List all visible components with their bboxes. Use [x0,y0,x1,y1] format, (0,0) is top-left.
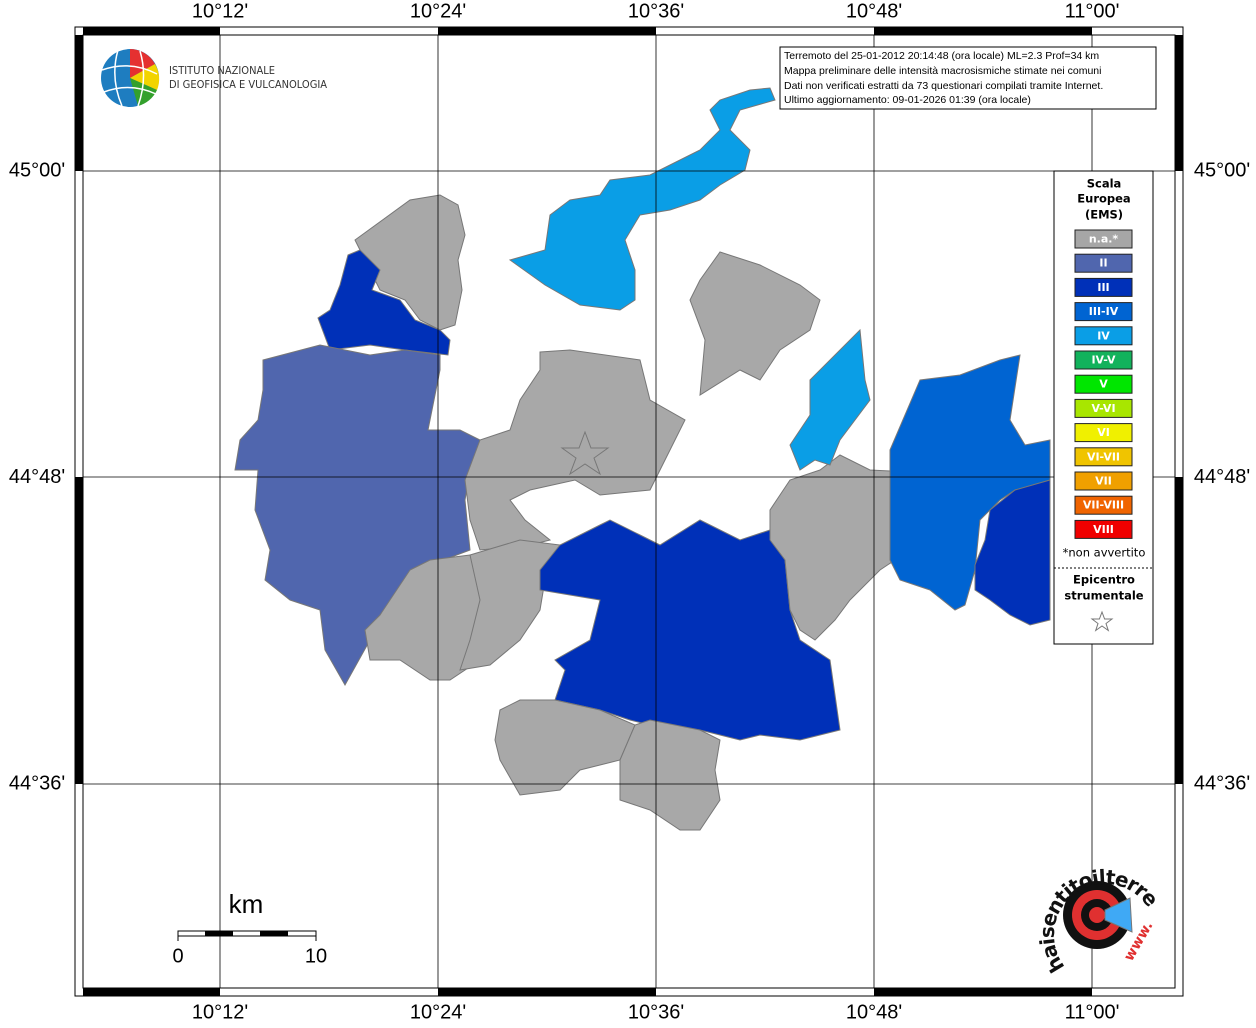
logo-ring [1089,907,1105,923]
info-frame [779,46,1157,110]
info-box: Terremoto del 25-01-2012 20:14:48 (ora l… [779,46,1157,110]
legend-title: Scala [1087,177,1122,191]
info-line: Mappa preliminare delle intensità macros… [784,65,1101,77]
logo-segment [130,64,160,90]
latitude-label: 44°48' [1194,466,1250,488]
logo-lines [101,49,158,107]
graticule [83,35,1175,988]
info-line: Terremoto del 25-01-2012 20:14:48 (ora l… [784,50,1099,62]
legend-swatch [1074,374,1133,394]
legend-epicenter: strumentale [1064,589,1143,603]
logo-segment [130,78,157,106]
legend-title: (EMS) [1085,208,1123,222]
legend-title: Europea [1077,192,1130,206]
longitude-label: 10°24' [410,0,466,22]
frame-bar [874,988,1092,996]
frame-bar [438,27,656,35]
municipalities [234,87,1051,831]
coordinate-labels: 10°12' 10°12' 10°24' 10°24' 10°36' 10°36' 10°4… [9,0,1250,1023]
frame-bar [1175,35,1183,171]
logo-speaker [1104,897,1133,933]
legend-label: V [1099,378,1108,391]
scale-frame [177,930,317,937]
info-line: Dati non verificati estratti da 73 quest… [784,80,1103,92]
area [539,519,841,741]
legend-swatch [1074,253,1133,273]
longitude-label: 10°36' [628,0,684,22]
legend-note: *non avvertito [1063,546,1146,560]
area [689,251,821,396]
scale-bar: km 0 10 [172,889,327,967]
legend-swatch [1074,326,1133,346]
area [459,539,561,671]
area [354,194,466,331]
frame-bar [75,35,83,171]
scale-label: 0 [172,945,183,967]
area [317,249,451,356]
longitude-label: 10°48' [846,1001,902,1023]
area [494,699,636,796]
latitude-label: 45°00' [1194,159,1250,181]
area [508,87,776,311]
legend-swatch [1074,350,1133,370]
longitude-label: 10°12' [192,1001,248,1023]
area [769,454,916,641]
legend-label: V-VI [1091,402,1115,415]
legend-swatch [1074,398,1133,418]
legend-label: VI [1097,426,1110,439]
longitude-label: 10°36' [628,1001,684,1023]
legend-label: VII-VIII [1083,499,1124,512]
epicenter-star [560,430,610,476]
legend-label: n.a.* [1089,233,1119,246]
legend-label: VII [1095,475,1112,488]
area [789,328,871,471]
legend-label: II [1099,257,1107,270]
scale-label: 10 [305,945,327,967]
latitude-label: 44°36' [9,772,65,794]
longitude-label: 10°12' [192,0,248,22]
legend-label: III [1097,281,1109,294]
area [619,719,721,831]
frame [74,26,1184,997]
longitude-label: 11°00' [1065,0,1120,22]
legend-label: IV [1097,329,1110,342]
frame-bar [83,27,220,35]
legend-swatch [1074,277,1133,297]
latitude-label: 45°00' [9,159,65,181]
latitude-label: 44°36' [1194,772,1250,794]
frame-bar [874,27,1092,35]
longitude-label: 11°00' [1065,1001,1120,1023]
legend-swatch [1074,519,1133,539]
logo-text: DI GEOFISICA E VULCANOLOGIA [169,78,327,91]
latitude-label: 44°48' [9,466,65,488]
logo-text: ISTITUTO NAZIONALE [169,64,275,77]
longitude-label: 10°48' [846,0,902,22]
scale-segment [260,931,288,936]
longitude-label: 10°24' [410,1001,466,1023]
legend-swatch [1074,447,1133,467]
legend-swatch [1074,229,1133,249]
info-line: Ultimo aggiornamento: 09-01-2026 01:39 (… [784,94,1031,106]
legend-swatch [1074,302,1133,322]
legend: Scala Europea (EMS) *non avvertito Epice… [1053,170,1154,645]
legend-label: VI-VII [1087,450,1120,463]
legend-label: III-IV [1089,305,1119,318]
scale-segment [205,931,233,936]
legend-swatch [1074,471,1133,491]
frame-bar [1175,477,1183,784]
legend-label: VIII [1093,523,1114,536]
frame-bar [75,477,83,784]
legend-swatch [1074,495,1133,515]
legend-label: IV-V [1091,354,1116,367]
legend-swatch [1074,423,1133,443]
frame-bar [83,988,220,996]
frame-bar [438,988,656,996]
ingv-logo: ISTITUTO NAZIONALE DI GEOFISICA E VULCAN… [101,49,327,107]
area [974,479,1051,626]
legend-star [1090,610,1114,632]
legend-epicenter: Epicentro [1073,573,1135,587]
scale-unit: km [229,889,264,919]
